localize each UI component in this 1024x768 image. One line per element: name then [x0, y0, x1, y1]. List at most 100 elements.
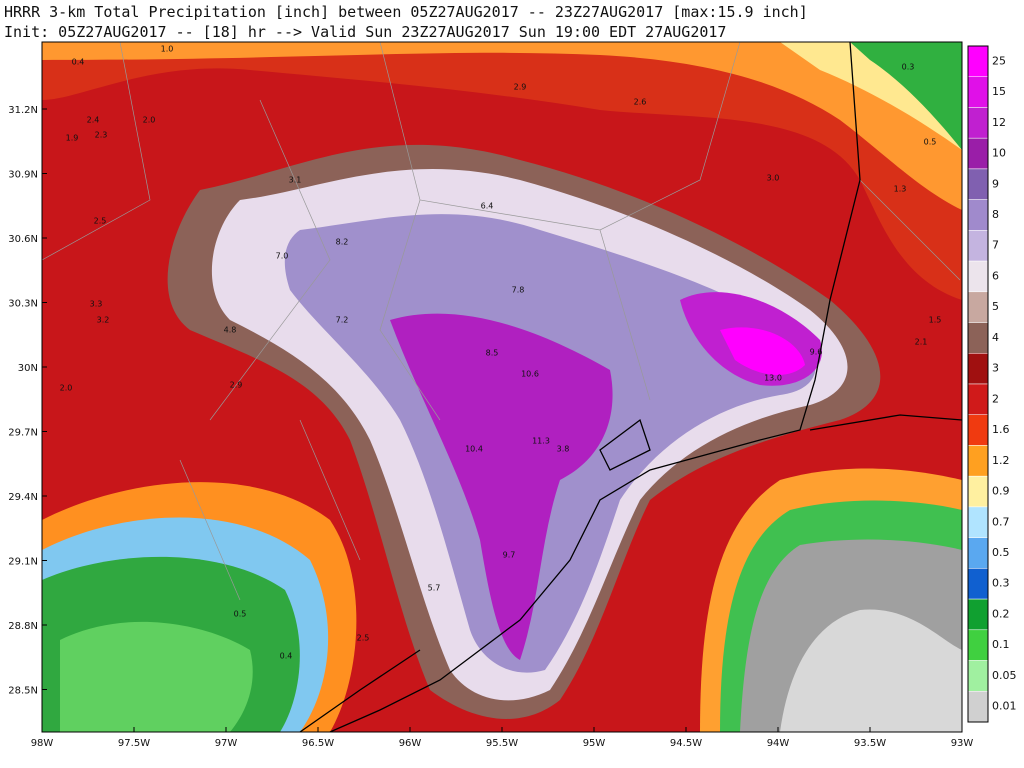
lon-label: 95W	[583, 738, 606, 749]
precip-field	[42, 42, 962, 732]
precip-label: 7.2	[336, 316, 349, 325]
colorbar-label: 10	[992, 147, 1006, 160]
colorbar-swatch	[967, 168, 989, 200]
precip-label: 8.2	[336, 238, 349, 247]
title-line-2: Init: 05Z27AUG2017 -- [18] hr --> Valid …	[4, 23, 726, 41]
colorbar-swatch	[967, 691, 989, 723]
colorbar-label: 15	[992, 85, 1006, 98]
lon-label: 97.5W	[118, 738, 150, 749]
lon-label: 94.5W	[670, 738, 702, 749]
lon-label: 96.5W	[302, 738, 334, 749]
colorbar-label: 0.2	[992, 607, 1010, 620]
precip-label: 10.4	[465, 445, 483, 454]
colorbar-swatch	[967, 598, 989, 631]
precip-label: 5.7	[428, 584, 441, 593]
precip-label: 2.4	[87, 116, 100, 125]
precip-label: 1.3	[894, 185, 907, 194]
colorbar-label: 0.9	[992, 485, 1010, 498]
precip-label: 3.2	[97, 316, 110, 325]
precip-label: 2.9	[514, 83, 527, 92]
lon-label: 93.5W	[854, 738, 886, 749]
precip-label: 11.3	[532, 437, 550, 446]
precip-label: 8.5	[486, 349, 499, 358]
colorbar-swatch	[967, 45, 989, 77]
precip-label: 4.8	[224, 326, 237, 335]
lat-label: 29.7N	[8, 428, 38, 439]
colorbar-swatch	[967, 322, 989, 354]
precip-label: 3.8	[557, 445, 570, 454]
precip-label: 1.9	[66, 134, 79, 143]
lat-label: 30.6N	[8, 234, 38, 245]
lat-label: 31.2N	[8, 105, 38, 116]
colorbar-swatch	[967, 107, 989, 139]
lon-label: 93W	[951, 738, 974, 749]
precip-label: 2.3	[95, 131, 108, 140]
colorbar-swatch	[967, 568, 989, 600]
colorbar-label: 5	[992, 300, 999, 313]
colorbar-swatch	[967, 76, 989, 108]
precip-label: 0.5	[924, 138, 937, 147]
colorbar-label: 0.1	[992, 638, 1010, 651]
colorbar-label: 8	[992, 208, 999, 221]
colorbar-label: 0.7	[992, 515, 1010, 528]
precip-label: 9.7	[503, 551, 516, 560]
colorbar-label: 3	[992, 362, 999, 375]
precip-label: 2.0	[143, 116, 156, 125]
lat-label: 30.3N	[8, 299, 38, 310]
title-line-1: HRRR 3-km Total Precipitation [inch] bet…	[4, 3, 808, 21]
precip-label: 9.6	[810, 348, 823, 357]
colorbar-label: 1.6	[992, 423, 1010, 436]
colorbar-label: 25	[992, 54, 1006, 67]
colorbar-label: 6	[992, 269, 999, 282]
colorbar-label: 7	[992, 239, 999, 252]
colorbar-swatch	[967, 291, 989, 323]
colorbar-label: 9	[992, 177, 999, 190]
colorbar-swatch	[967, 629, 989, 661]
precip-label: 7.0	[276, 252, 289, 261]
precip-label: 10.6	[521, 370, 539, 379]
lat-label: 29.4N	[8, 492, 38, 503]
precip-label: 7.8	[512, 286, 525, 295]
colorbar-swatch	[967, 660, 989, 692]
colorbar-label: 12	[992, 116, 1006, 129]
colorbar-swatch	[967, 506, 989, 538]
colorbar-swatch	[967, 260, 989, 293]
colorbar: 25 15 12 10 9 8 7 6 5 4 3 2 1.6 1.2 0.9 0.7 0.5 0.3 0.2 0.1…	[967, 45, 1017, 723]
colorbar-label: 0.3	[992, 577, 1010, 590]
colorbar-swatch	[967, 383, 989, 415]
colorbar-swatch	[967, 230, 989, 262]
precip-label: 2.9	[230, 381, 243, 390]
precip-label: 2.1	[915, 338, 928, 347]
precip-label: 2.5	[357, 634, 370, 643]
colorbar-swatch	[967, 137, 989, 170]
colorbar-swatch	[967, 414, 989, 446]
precip-label: 1.5	[929, 316, 942, 325]
lon-label: 96W	[399, 738, 422, 749]
precip-label: 2.0	[60, 384, 73, 393]
precip-label: 0.3	[902, 63, 915, 72]
colorbar-label: 0.01	[992, 700, 1017, 713]
lat-label: 30N	[18, 363, 38, 374]
precip-label: 3.3	[90, 300, 103, 309]
lat-label: 28.5N	[8, 686, 38, 697]
lon-label: 94W	[767, 738, 790, 749]
precip-label: 0.4	[72, 58, 85, 67]
colorbar-label: 0.5	[992, 546, 1010, 559]
colorbar-swatch	[967, 445, 989, 477]
lat-label: 29.1N	[8, 557, 38, 568]
colorbar-label: 2	[992, 392, 999, 405]
lat-label: 30.9N	[8, 170, 38, 181]
lon-label: 98W	[31, 738, 54, 749]
colorbar-swatch	[967, 537, 989, 569]
lon-label: 95.5W	[486, 738, 518, 749]
colorbar-swatch	[967, 475, 989, 508]
precip-label: 0.5	[234, 610, 247, 619]
precip-label: 1.0	[161, 45, 174, 54]
lat-label: 28.8N	[8, 621, 38, 632]
precip-label: 3.0	[767, 174, 780, 183]
colorbar-frame	[967, 45, 989, 723]
precip-label: 0.4	[280, 652, 293, 661]
colorbar-label: 1.2	[992, 454, 1010, 467]
precip-label: 2.5	[94, 217, 107, 226]
